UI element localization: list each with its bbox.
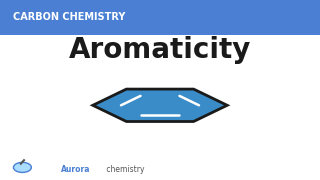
Bar bbox=[0, 0, 320, 35]
Text: CARBON CHEMISTRY: CARBON CHEMISTRY bbox=[13, 12, 125, 22]
Text: Aromaticity: Aromaticity bbox=[69, 36, 251, 64]
Polygon shape bbox=[93, 89, 227, 122]
Circle shape bbox=[13, 162, 31, 172]
Text: Aurora: Aurora bbox=[61, 165, 90, 174]
Text: chemistry: chemistry bbox=[104, 165, 145, 174]
